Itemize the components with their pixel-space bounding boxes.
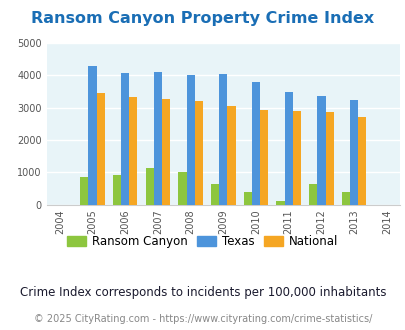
Bar bbox=[219, 74, 227, 205]
Bar bbox=[260, 110, 268, 205]
Bar bbox=[284, 92, 292, 205]
Bar bbox=[186, 75, 194, 205]
Bar bbox=[227, 106, 235, 205]
Bar bbox=[251, 82, 260, 205]
Text: Crime Index corresponds to incidents per 100,000 inhabitants: Crime Index corresponds to incidents per… bbox=[20, 285, 385, 299]
Legend: Ransom Canyon, Texas, National: Ransom Canyon, Texas, National bbox=[63, 231, 342, 253]
Bar bbox=[121, 73, 129, 205]
Bar bbox=[308, 184, 317, 205]
Bar bbox=[357, 117, 365, 205]
Bar bbox=[162, 99, 170, 205]
Bar bbox=[129, 97, 137, 205]
Bar bbox=[145, 168, 153, 205]
Bar bbox=[88, 66, 96, 205]
Bar bbox=[178, 172, 186, 205]
Bar bbox=[80, 177, 88, 205]
Bar bbox=[153, 72, 162, 205]
Bar bbox=[349, 100, 357, 205]
Bar bbox=[276, 201, 284, 205]
Bar bbox=[325, 112, 333, 205]
Bar bbox=[211, 184, 219, 205]
Text: Ransom Canyon Property Crime Index: Ransom Canyon Property Crime Index bbox=[31, 11, 374, 26]
Bar bbox=[341, 192, 349, 205]
Bar bbox=[292, 111, 300, 205]
Bar bbox=[194, 101, 202, 205]
Bar bbox=[96, 93, 104, 205]
Text: © 2025 CityRating.com - https://www.cityrating.com/crime-statistics/: © 2025 CityRating.com - https://www.city… bbox=[34, 314, 371, 324]
Bar bbox=[243, 192, 251, 205]
Bar bbox=[113, 175, 121, 205]
Bar bbox=[317, 96, 325, 205]
